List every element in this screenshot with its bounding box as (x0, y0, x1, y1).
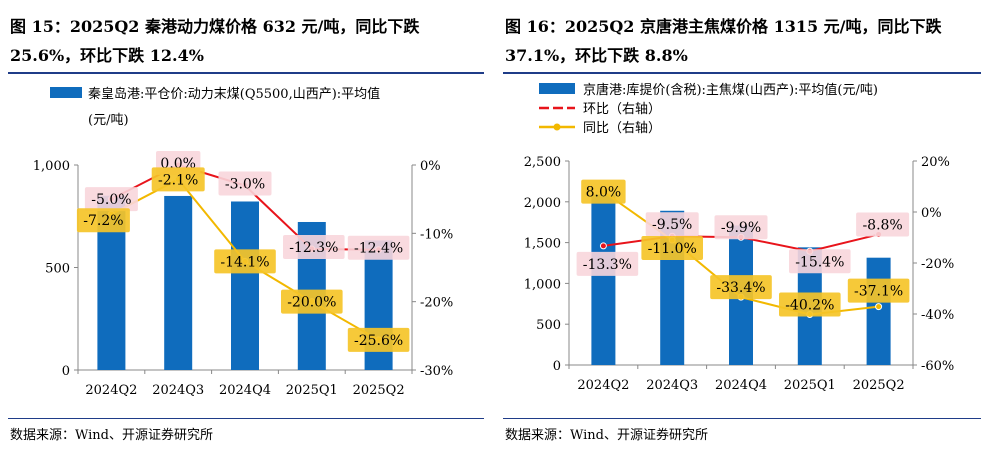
mom-label-box (645, 212, 699, 237)
y-tick-label-right: -40% (921, 308, 954, 323)
yoy-data-label: -25.6% (354, 333, 403, 349)
mom-label-box (576, 251, 639, 276)
mom-data-label: -9.9% (721, 220, 761, 236)
y-tick-label-right: 20% (921, 155, 950, 170)
yoy-label-box (214, 249, 276, 274)
yoy-label-box (76, 208, 130, 233)
y-tick-label-left: 500 (45, 262, 70, 277)
yoy-data-label: -14.1% (220, 254, 269, 270)
x-tick-label: 2024Q4 (715, 378, 767, 393)
source-rule (8, 418, 484, 419)
chart-panel-left: 图 15：2025Q2 秦港动力煤价格 632 元/吨，同比下跌 25.6%，环… (8, 12, 484, 443)
bar (591, 194, 616, 365)
y-tick-label-left: 1,000 (33, 159, 70, 174)
mom-data-label: -13.3% (583, 257, 632, 273)
y-tick-label-right: -10% (420, 227, 453, 242)
y-tick-label-right: -20% (921, 257, 954, 272)
mom-data-label: -3.0% (225, 177, 265, 193)
y-tick-label-right: 0% (420, 159, 441, 174)
y-tick-label-right: -20% (420, 296, 453, 311)
mom-data-label: -5.0% (91, 192, 131, 208)
mom-label-box (84, 187, 138, 212)
mom-label-box (856, 212, 910, 237)
figure-title: 图 16：2025Q2 京唐港主焦煤价格 1315 元/吨，同比下跌 37.1%… (505, 12, 942, 70)
yoy-label-box (779, 292, 841, 317)
x-tick-label: 2024Q3 (152, 383, 204, 398)
yoy-label-box (281, 289, 343, 314)
yoy-data-label: -33.4% (716, 280, 765, 296)
legend-marker-yoy (553, 123, 561, 131)
y-tick-label-left: 0 (553, 359, 561, 374)
mom-data-label: -8.8% (862, 217, 902, 233)
title-rule (503, 72, 981, 74)
yoy-data-label: -37.1% (854, 284, 903, 300)
title-rule (8, 72, 484, 74)
chart-svg: 0 500 1,000 1,500 2,000 2,500 -60% -40% -20% 0% 20… (524, 82, 955, 393)
x-tick-label: 2024Q4 (219, 383, 271, 398)
bar (164, 195, 193, 370)
title-line-2: 25.6%，环比下跌 12.4% (10, 46, 204, 65)
yoy-data-label: -40.2% (785, 298, 834, 314)
yoy-label-box (581, 179, 626, 204)
y-tick-label-right: -30% (420, 364, 453, 379)
legend-swatch-bar (50, 87, 82, 98)
x-tick-label: 2025Q2 (853, 378, 905, 393)
yoy-label-box (847, 278, 910, 303)
x-tick-label: 2024Q2 (85, 383, 137, 398)
legend-label: 同比（右轴） (583, 121, 661, 136)
y-tick-label-right: -60% (921, 359, 954, 374)
x-tick-label: 2024Q3 (646, 378, 698, 393)
bar (231, 201, 259, 370)
yoy-data-label: -2.1% (158, 172, 198, 188)
source-rule (503, 418, 981, 419)
legend-label: (元/吨) (88, 113, 129, 128)
y-tick-label-right: 0% (921, 206, 942, 221)
title-line-1: 图 15：2025Q2 秦港动力煤价格 632 元/吨，同比下跌 (10, 17, 420, 36)
x-tick-label: 2025Q2 (353, 383, 405, 398)
mom-point (599, 242, 607, 250)
mom-label-box (283, 235, 345, 260)
yoy-data-label: -7.2% (83, 213, 123, 229)
y-tick-label-left: 1,000 (524, 277, 561, 292)
title-line-1: 图 16：2025Q2 京唐港主焦煤价格 1315 元/吨，同比下跌 (505, 17, 942, 36)
legend-label: 环比（右轴） (583, 102, 661, 117)
x-tick-label: 2025Q1 (784, 378, 836, 393)
yoy-data-label: 8.0% (586, 185, 622, 201)
yoy-label-box (641, 236, 703, 261)
y-tick-label-left: 2,500 (524, 155, 561, 170)
mom-data-label: -12.3% (289, 240, 338, 256)
legend-label: 秦皇岛港:平仓价:动力末煤(Q5500,山西产):平均值 (88, 86, 380, 102)
y-tick-label-left: 1,500 (524, 237, 561, 252)
mom-data-label: -15.4% (795, 254, 844, 270)
figure-title: 图 15：2025Q2 秦港动力煤价格 632 元/吨，同比下跌 25.6%，环… (10, 12, 419, 70)
mom-label-box (218, 171, 272, 196)
mom-data-label: -12.4% (354, 241, 403, 257)
yoy-point (875, 303, 883, 311)
chart-svg: 0 500 1,000 -30% -20% -10% 0% 2024Q2 2024Q3 2024Q… (33, 86, 454, 398)
bar (866, 257, 891, 365)
yoy-data-label: -11.0% (648, 241, 697, 257)
chart-panel-right: 图 16：2025Q2 京唐港主焦煤价格 1315 元/吨，同比下跌 37.1%… (495, 0, 990, 456)
yoy-label-box (347, 327, 410, 352)
legend-label: 京唐港:库提价(含税):主焦煤(山西产):平均值(元/吨) (583, 82, 878, 98)
yoy-label-box (710, 275, 772, 300)
mom-label-box (789, 249, 851, 274)
mom-label-box (347, 235, 410, 260)
x-tick-label: 2024Q2 (577, 378, 629, 393)
yoy-data-label: -20.0% (287, 295, 336, 311)
x-tick-label: 2025Q1 (286, 383, 338, 398)
y-tick-label-left: 500 (536, 318, 561, 333)
yoy-label-box (151, 167, 205, 192)
mom-data-label: -9.5% (652, 217, 692, 233)
y-tick-label-left: 0 (62, 364, 70, 379)
source-note: 数据来源：Wind、开源证券研究所 (10, 428, 213, 443)
mom-label-box (714, 215, 768, 240)
y-tick-label-left: 2,000 (524, 196, 561, 211)
source-note: 数据来源：Wind、开源证券研究所 (505, 428, 708, 443)
title-line-2: 37.1%，环比下跌 8.8% (505, 46, 688, 65)
legend-swatch-bar (539, 83, 575, 94)
